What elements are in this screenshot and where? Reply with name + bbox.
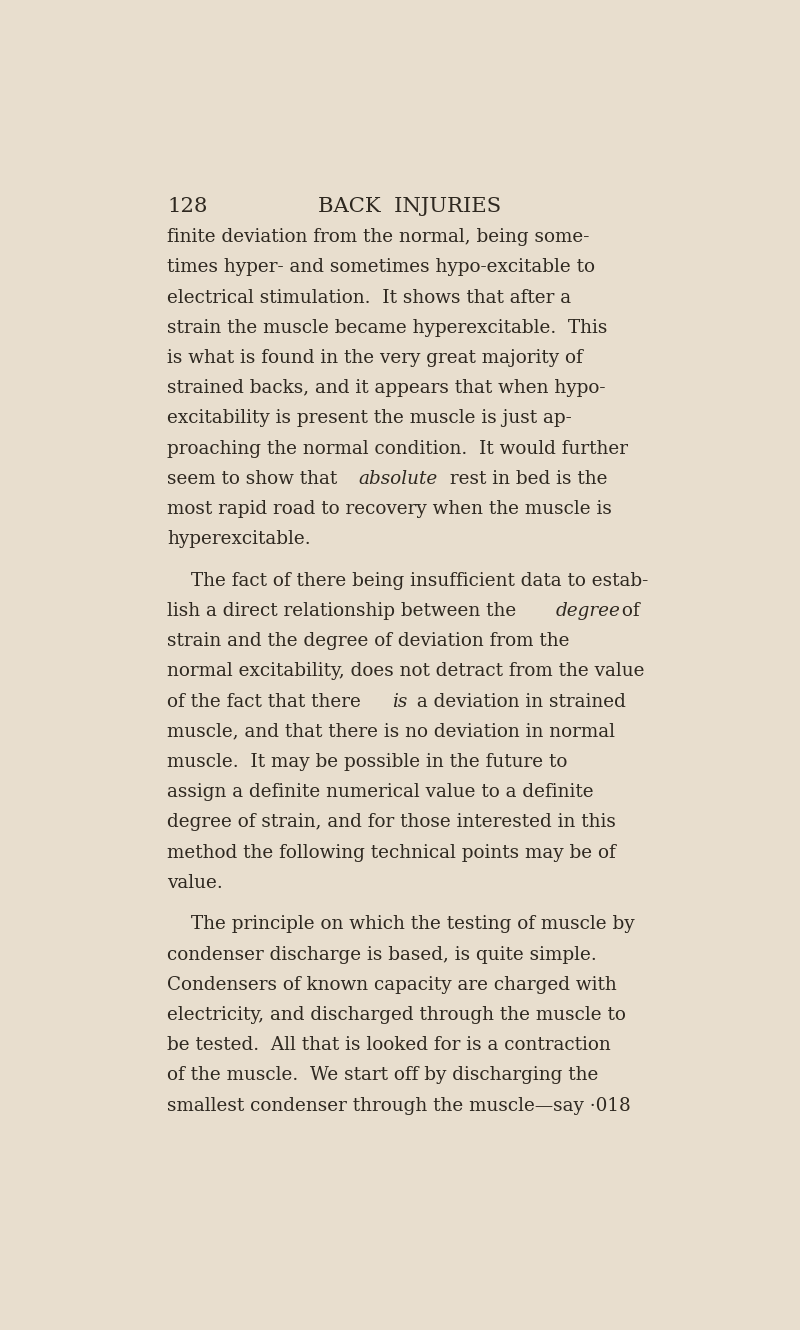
Text: degree: degree (556, 602, 621, 620)
Text: of: of (616, 602, 639, 620)
Text: BACK  INJURIES: BACK INJURIES (318, 197, 502, 217)
Text: muscle.  It may be possible in the future to: muscle. It may be possible in the future… (167, 753, 567, 771)
Text: finite deviation from the normal, being some-: finite deviation from the normal, being … (167, 229, 590, 246)
Text: assign a definite numerical value to a definite: assign a definite numerical value to a d… (167, 783, 594, 801)
Text: hyperexcitable.: hyperexcitable. (167, 531, 310, 548)
Text: smallest condenser through the muscle—say ·018: smallest condenser through the muscle—sa… (167, 1097, 630, 1115)
Text: degree of strain, and for those interested in this: degree of strain, and for those interest… (167, 814, 616, 831)
Text: The fact of there being insufficient data to estab-: The fact of there being insufficient dat… (190, 572, 648, 589)
Text: strained backs, and it appears that when hypo-: strained backs, and it appears that when… (167, 379, 606, 398)
Text: rest in bed is the: rest in bed is the (443, 469, 607, 488)
Text: normal excitability, does not detract from the value: normal excitability, does not detract fr… (167, 662, 645, 681)
Text: of the fact that there: of the fact that there (167, 693, 366, 710)
Text: times hyper- and sometimes hypo-excitable to: times hyper- and sometimes hypo-excitabl… (167, 258, 595, 277)
Text: is what is found in the very great majority of: is what is found in the very great major… (167, 348, 582, 367)
Text: Condensers of known capacity are charged with: Condensers of known capacity are charged… (167, 976, 617, 994)
Text: value.: value. (167, 874, 222, 892)
Text: proaching the normal condition.  It would further: proaching the normal condition. It would… (167, 440, 628, 458)
Text: excitability is present the muscle is just ap-: excitability is present the muscle is ju… (167, 410, 572, 427)
Text: be tested.  All that is looked for is a contraction: be tested. All that is looked for is a c… (167, 1036, 610, 1055)
Text: lish a direct relationship between the: lish a direct relationship between the (167, 602, 522, 620)
Text: strain and the degree of deviation from the: strain and the degree of deviation from … (167, 632, 570, 650)
Text: electrical stimulation.  It shows that after a: electrical stimulation. It shows that af… (167, 289, 571, 307)
Text: absolute: absolute (358, 469, 438, 488)
Text: muscle, and that there is no deviation in normal: muscle, and that there is no deviation i… (167, 722, 615, 741)
Text: strain the muscle became hyperexcitable.  This: strain the muscle became hyperexcitable.… (167, 319, 607, 336)
Text: condenser discharge is based, is quite simple.: condenser discharge is based, is quite s… (167, 946, 597, 964)
Text: seem to show that: seem to show that (167, 469, 343, 488)
Text: 128: 128 (167, 197, 207, 217)
Text: is: is (392, 693, 407, 710)
Text: a deviation in strained: a deviation in strained (411, 693, 626, 710)
Text: The principle on which the testing of muscle by: The principle on which the testing of mu… (190, 915, 634, 934)
Text: method the following technical points may be of: method the following technical points ma… (167, 843, 616, 862)
Text: electricity, and discharged through the muscle to: electricity, and discharged through the … (167, 1005, 626, 1024)
Text: of the muscle.  We start off by discharging the: of the muscle. We start off by dischargi… (167, 1067, 598, 1084)
Text: most rapid road to recovery when the muscle is: most rapid road to recovery when the mus… (167, 500, 612, 519)
